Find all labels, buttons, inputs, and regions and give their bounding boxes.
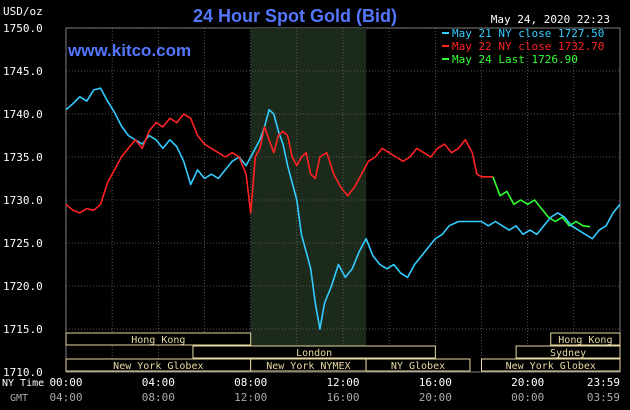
session-label: NY Globex: [391, 361, 445, 372]
session-bar: New York Globex: [65, 358, 252, 372]
legend-entry: May 22 NY close 1732.70: [452, 40, 604, 53]
session-label: New York Globex: [113, 361, 203, 372]
x-tick-label-gmt: 08:00: [142, 391, 175, 404]
series-line: [470, 203, 621, 240]
session-box: [192, 345, 436, 359]
nymex-shading: [250, 28, 367, 372]
session-label: New York Globex: [506, 361, 596, 372]
x-tick-label-gmt: 04:00: [49, 391, 82, 404]
session-box: [550, 332, 621, 346]
x-tick-label-ny: 08:00: [234, 376, 267, 389]
session-label: Sydney: [550, 348, 586, 359]
y-tick-label: 1745.0: [3, 65, 43, 78]
x-tick-label-gmt: 00:00: [511, 391, 544, 404]
session-label: New York NYMEX: [266, 361, 350, 372]
x-tick-label-ny: 00:00: [49, 376, 82, 389]
y-tick-label: 1730.0: [3, 194, 43, 207]
y-axis: 1710.0 1715.0 1720.0 1725.0 1730.0 1735.0 1740…: [3, 22, 43, 379]
x-tick-label-ny: 20:00: [511, 376, 544, 389]
gmt-label: GMT: [10, 393, 28, 404]
x-axis: NY Time GMT 00:00 04:00 08:00 12:00 16:00 20:00…: [2, 376, 620, 404]
legend-entry: May 24 Last 1726.90: [452, 53, 578, 66]
x-tick-label-ny: 12:00: [326, 376, 359, 389]
y-tick-label: 1720.0: [3, 280, 43, 293]
y-tick-label: 1740.0: [3, 108, 43, 121]
series-line: [65, 113, 493, 214]
x-tick-label-ny: 04:00: [142, 376, 175, 389]
site-watermark: www.kitco.com: [67, 41, 191, 60]
y-tick-label: 1710.0: [3, 366, 43, 379]
series-group: [65, 87, 621, 330]
session-label: London: [296, 348, 332, 359]
series-line: [65, 87, 470, 330]
session-label: Hong Kong: [131, 335, 185, 346]
session-bar: NY Globex: [365, 358, 471, 372]
y-tick-label: 1715.0: [3, 323, 43, 336]
legend-entry: May 21 NY close 1727.50: [452, 27, 604, 40]
grid: [65, 27, 621, 373]
x-tick-label-ny: 23:59: [587, 376, 620, 389]
series-line: [492, 176, 591, 228]
session-box: [515, 345, 621, 359]
session-label: Hong Kong: [558, 335, 612, 346]
x-tick-label-gmt: 12:00: [234, 391, 267, 404]
session-bar: Sydney: [515, 345, 621, 359]
x-tick-label-gmt: 20:00: [419, 391, 452, 404]
session-bar: Hong Kong: [65, 332, 252, 346]
session-box: [65, 332, 252, 346]
session-bar: Hong Kong: [550, 332, 621, 346]
ny-time-label: NY Time: [2, 378, 44, 389]
y-tick-label: 1735.0: [3, 151, 43, 164]
datetime-label: May 24, 2020 22:23: [491, 13, 610, 26]
chart-title: 24 Hour Spot Gold (Bid): [193, 6, 397, 26]
x-tick-label-ny: 16:00: [419, 376, 452, 389]
y-tick-label: 1725.0: [3, 237, 43, 250]
unit-label: USD/oz: [3, 5, 43, 18]
market-sessions: Hong Kong London New York Globex New York N…: [65, 332, 621, 372]
x-tick-label-gmt: 03:59: [587, 391, 620, 404]
session-bar: London: [192, 345, 436, 359]
session-box: [365, 358, 471, 372]
x-tick-label-gmt: 16:00: [326, 391, 359, 404]
session-bar: New York Globex: [481, 358, 621, 372]
session-box: [481, 358, 621, 372]
y-tick-label: 1750.0: [3, 22, 43, 35]
session-bar: New York NYMEX: [250, 358, 367, 372]
